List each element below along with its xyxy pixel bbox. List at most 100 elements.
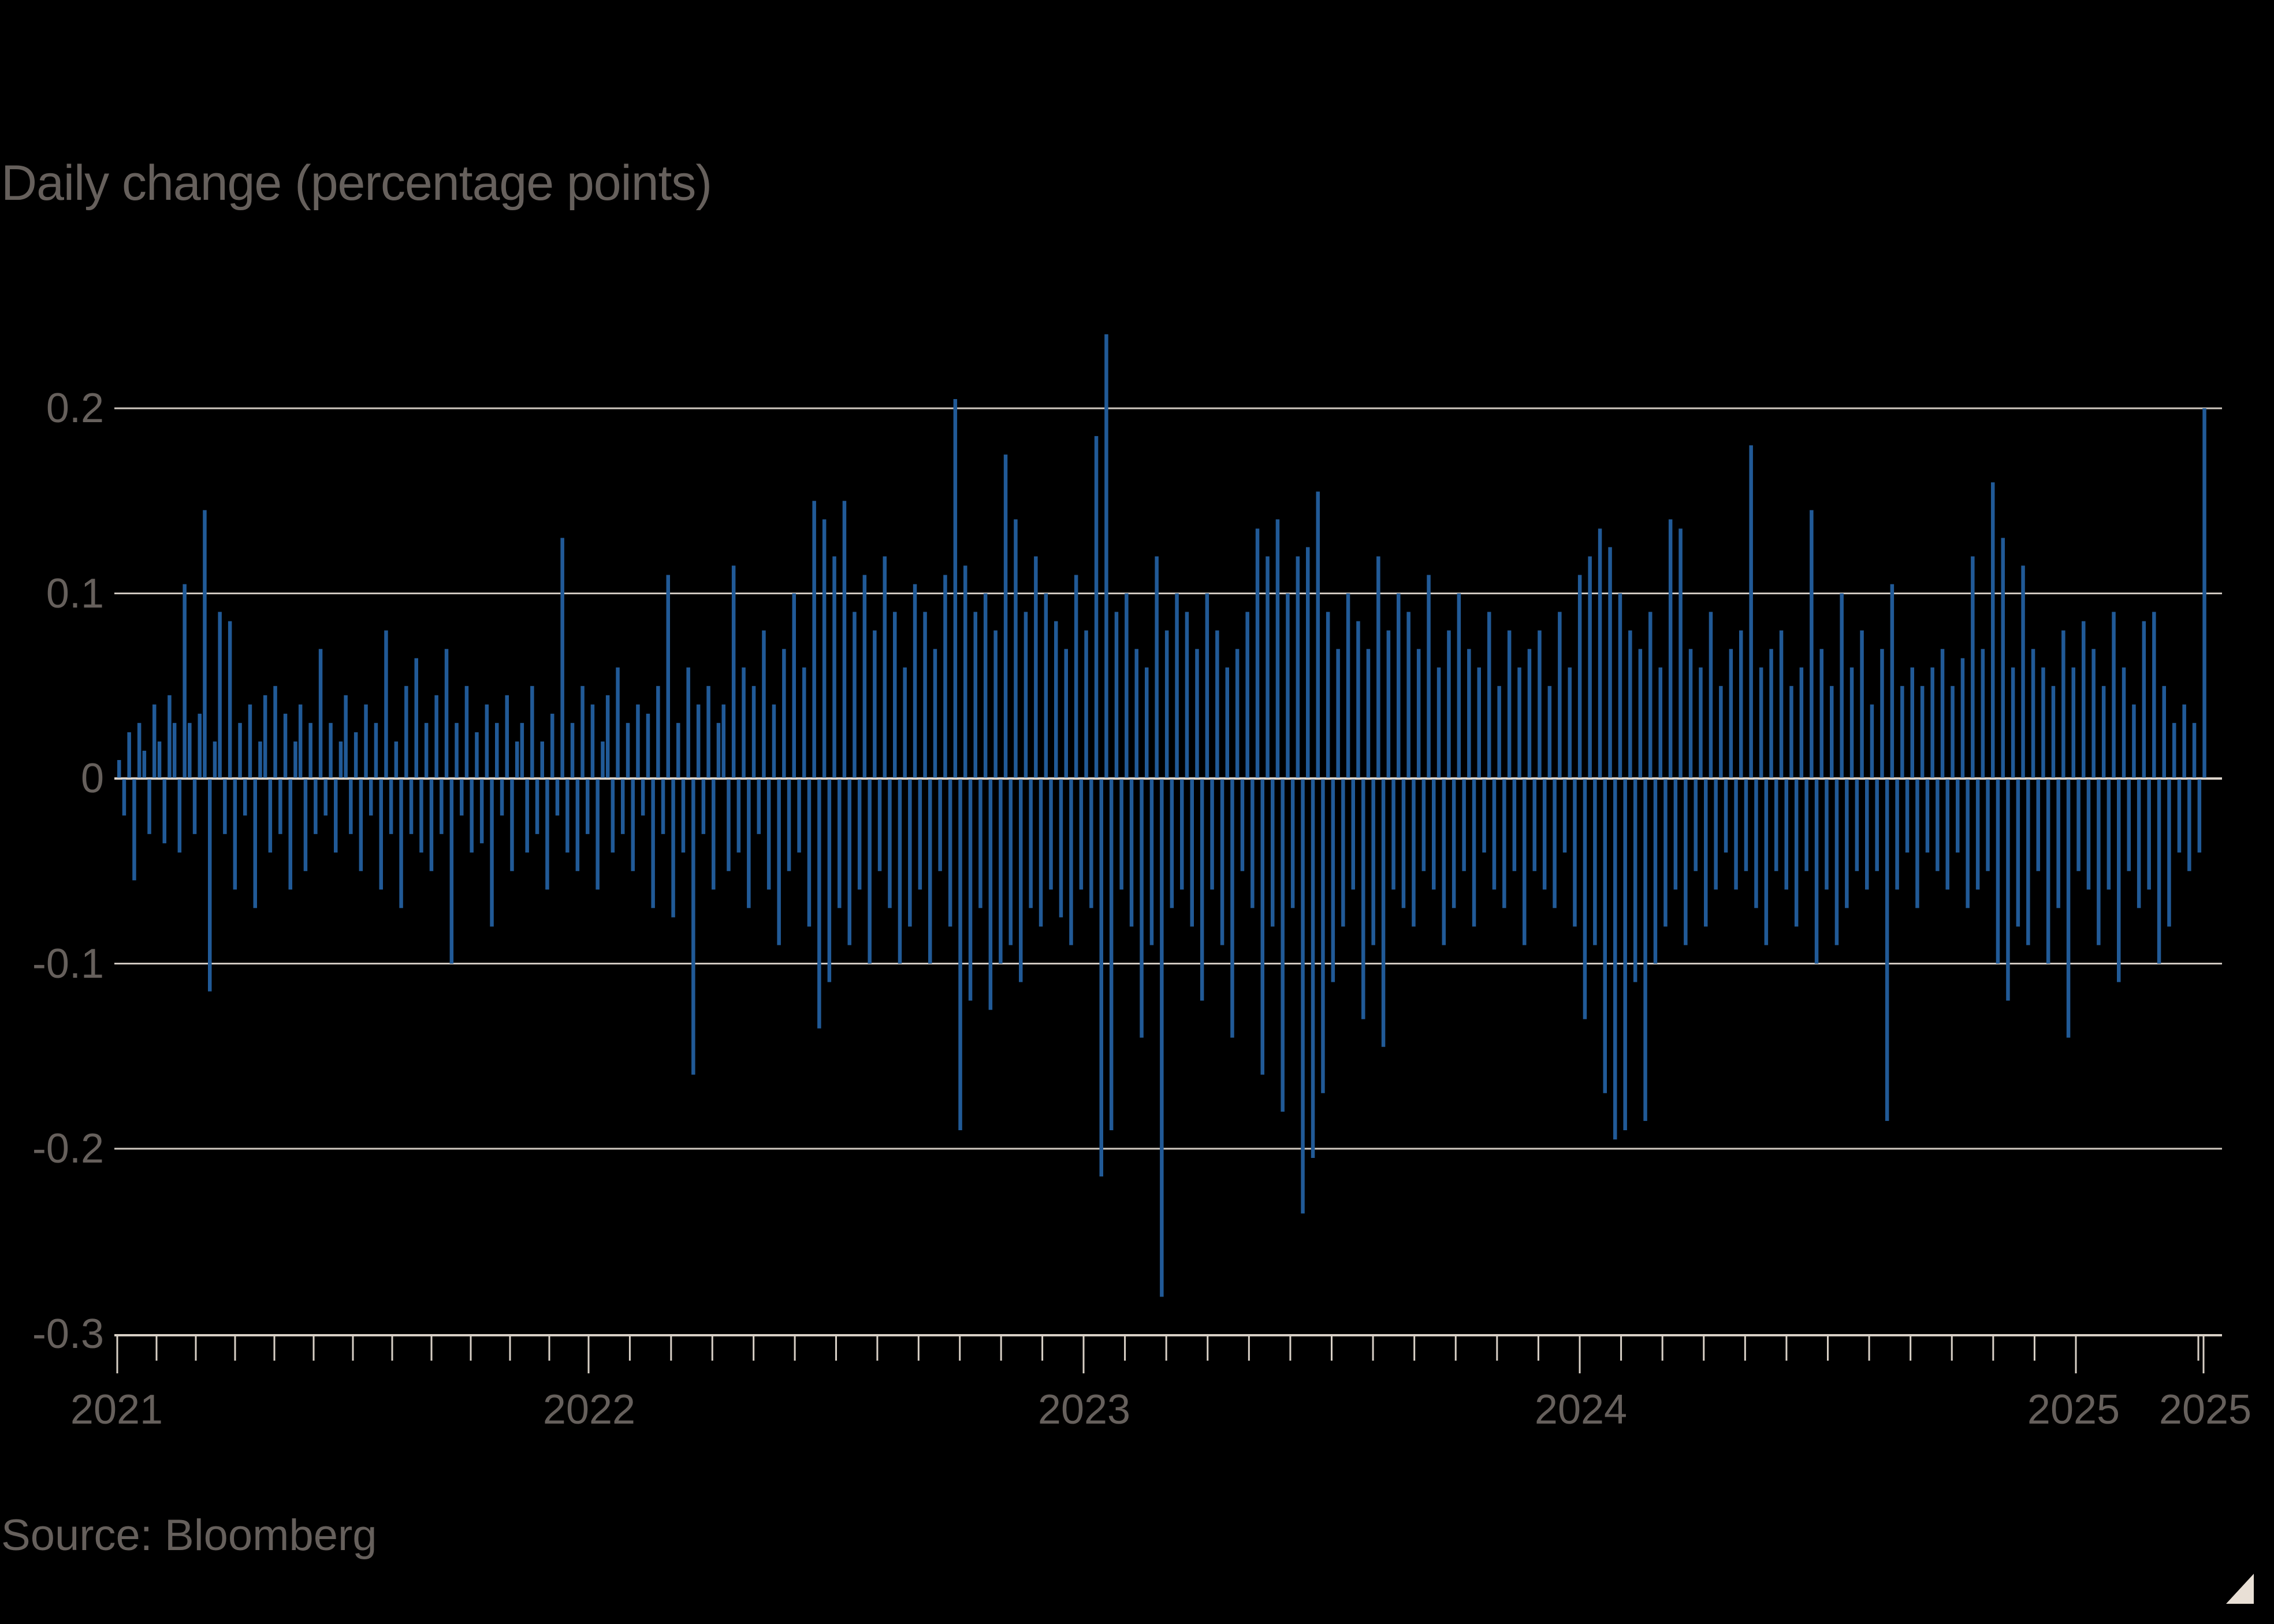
bar bbox=[873, 630, 877, 779]
bar bbox=[1311, 779, 1315, 1158]
bar bbox=[1089, 779, 1093, 908]
bar bbox=[2177, 779, 2182, 853]
bar bbox=[323, 779, 327, 816]
bar bbox=[888, 779, 892, 908]
bar bbox=[268, 779, 273, 853]
bar bbox=[293, 741, 297, 779]
bar bbox=[1577, 575, 1582, 779]
bar bbox=[1487, 612, 1491, 779]
bar bbox=[168, 695, 172, 779]
bar bbox=[258, 741, 262, 779]
bar bbox=[1286, 593, 1290, 779]
bar bbox=[2152, 612, 2156, 779]
bar bbox=[2142, 621, 2146, 779]
bar bbox=[636, 704, 640, 779]
bar bbox=[2051, 686, 2056, 779]
bar bbox=[913, 584, 917, 779]
bar bbox=[334, 779, 338, 853]
bar bbox=[1825, 779, 1829, 890]
bar bbox=[661, 779, 665, 835]
bar bbox=[903, 667, 907, 779]
bar bbox=[1512, 779, 1517, 871]
bar bbox=[575, 779, 580, 871]
bar bbox=[369, 779, 373, 816]
bar bbox=[1381, 779, 1386, 1047]
bar bbox=[631, 779, 635, 871]
bar bbox=[1523, 779, 1527, 945]
bar bbox=[596, 779, 600, 890]
bar bbox=[248, 704, 252, 779]
bar bbox=[198, 713, 202, 779]
bar bbox=[1447, 630, 1451, 779]
bar bbox=[1472, 779, 1476, 927]
bar bbox=[1306, 547, 1310, 779]
bar bbox=[1538, 630, 1542, 779]
bar bbox=[132, 779, 136, 881]
bar bbox=[983, 593, 988, 779]
bar bbox=[2202, 408, 2206, 779]
bar bbox=[515, 741, 519, 779]
bar bbox=[1890, 584, 1895, 779]
bar bbox=[923, 612, 927, 779]
bar bbox=[555, 779, 560, 816]
bar bbox=[2082, 621, 2086, 779]
bar bbox=[1956, 779, 1960, 853]
bar bbox=[565, 779, 570, 853]
bar bbox=[1442, 779, 1446, 945]
bar bbox=[399, 779, 403, 908]
bar bbox=[2031, 649, 2035, 779]
bar bbox=[298, 704, 303, 779]
bar bbox=[605, 695, 610, 779]
bar bbox=[807, 779, 812, 927]
bar bbox=[1059, 779, 1063, 918]
bar bbox=[963, 565, 967, 779]
bar bbox=[243, 779, 247, 816]
x-tick-label: 2022 bbox=[542, 1387, 636, 1433]
bar bbox=[1603, 779, 1607, 1093]
bar bbox=[208, 779, 212, 992]
bar bbox=[2182, 704, 2186, 779]
bar bbox=[2076, 779, 2081, 871]
bar bbox=[1810, 510, 1814, 779]
bar bbox=[1971, 556, 1975, 779]
bar bbox=[1200, 779, 1204, 1001]
bar bbox=[1819, 649, 1823, 779]
bar bbox=[782, 649, 786, 779]
bar bbox=[2016, 779, 2020, 927]
bar bbox=[2091, 649, 2096, 779]
bar bbox=[1583, 779, 1587, 1019]
bar bbox=[1376, 556, 1380, 779]
bar bbox=[1240, 779, 1245, 871]
bar bbox=[1794, 779, 1799, 927]
bar bbox=[419, 779, 423, 853]
bar bbox=[349, 779, 353, 835]
bar bbox=[868, 779, 872, 964]
bar bbox=[2117, 779, 2121, 982]
bar bbox=[1366, 649, 1371, 779]
bar bbox=[460, 779, 464, 816]
bar bbox=[777, 779, 781, 945]
bar bbox=[1648, 612, 1653, 779]
bar bbox=[203, 510, 207, 779]
bar bbox=[1235, 649, 1240, 779]
bar bbox=[817, 779, 821, 1029]
bar bbox=[1502, 779, 1506, 908]
x-tick-label: 2025 bbox=[2158, 1387, 2252, 1433]
bar bbox=[1412, 779, 1416, 927]
bar bbox=[1457, 593, 1461, 779]
bar bbox=[651, 779, 655, 908]
bar bbox=[1149, 779, 1154, 945]
bar bbox=[1462, 779, 1466, 871]
bar bbox=[1699, 667, 1703, 779]
bar bbox=[1951, 686, 1955, 779]
bar bbox=[364, 704, 368, 779]
bar bbox=[1981, 649, 1985, 779]
bar bbox=[2026, 779, 2030, 945]
bar bbox=[1125, 593, 1129, 779]
bar bbox=[535, 779, 539, 835]
y-tick-label: 0 bbox=[80, 755, 104, 802]
bar bbox=[137, 722, 142, 779]
bar bbox=[676, 722, 680, 779]
bar bbox=[883, 556, 887, 779]
